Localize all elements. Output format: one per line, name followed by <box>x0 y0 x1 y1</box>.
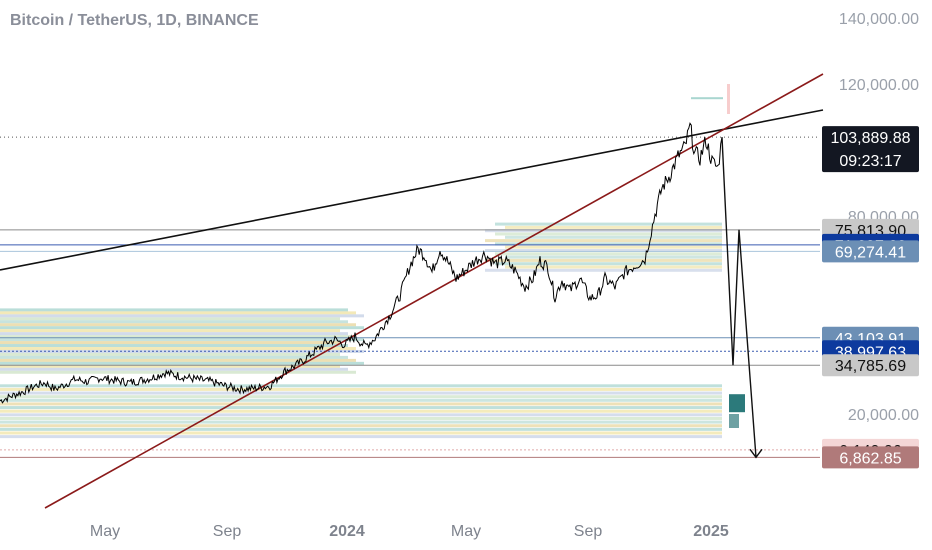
zone-band <box>0 395 722 399</box>
level-tag-bg <box>822 240 919 263</box>
zone-band <box>0 413 722 417</box>
zone-band <box>0 323 356 327</box>
zone-band <box>0 326 364 330</box>
last-price-tag-label: 103,889.88 <box>830 130 910 147</box>
zone-band <box>485 249 722 252</box>
level-tag-label: 6,862.85 <box>839 450 901 467</box>
zone-band <box>485 268 722 272</box>
resistance-trendline <box>0 109 824 271</box>
zone-band <box>0 352 340 356</box>
zone-band <box>0 416 722 420</box>
zone-block <box>729 414 739 428</box>
zone-band <box>0 391 722 395</box>
zone-band <box>0 387 722 391</box>
price-tags: 103,889.8809:23:1775,813.9071,237.6269,2… <box>822 126 919 469</box>
zone-band <box>0 435 722 439</box>
zone-band <box>485 239 722 243</box>
zone-band <box>0 317 340 321</box>
trendlines <box>0 73 824 509</box>
last-price-tag-bg <box>822 126 919 173</box>
zone-band <box>691 97 723 100</box>
zone-band <box>505 255 722 259</box>
x-tick-label: 2025 <box>693 523 729 540</box>
zone-band <box>0 406 722 410</box>
zone-band <box>0 424 722 428</box>
countdown-label: 09:23:17 <box>839 153 901 170</box>
zone-band <box>495 262 722 266</box>
zone-band <box>0 364 340 368</box>
x-tick-label: May <box>90 523 120 540</box>
x-tick-label: 2024 <box>329 523 365 540</box>
y-tick-label: 120,000.00 <box>839 77 919 94</box>
zone-band <box>0 431 722 435</box>
zone-band <box>0 314 364 318</box>
zone-band <box>0 338 364 342</box>
zone-band <box>0 367 348 371</box>
zone-band <box>0 409 722 413</box>
zone-band <box>727 84 730 114</box>
zone-band <box>505 235 722 239</box>
zone-block <box>729 394 745 413</box>
projection-path <box>721 137 763 459</box>
x-tick-label: Sep <box>213 523 242 540</box>
zone-band <box>0 311 356 315</box>
x-axis: May Sep 2024 May Sep 2025 <box>90 523 729 540</box>
zone-band <box>0 329 340 333</box>
price-line <box>0 122 723 404</box>
zone-band <box>505 245 722 249</box>
zone-band <box>495 242 722 246</box>
level-tag-label: 34,785.69 <box>835 358 906 375</box>
projection-arrowhead <box>749 448 763 459</box>
zone-band <box>0 420 722 424</box>
y-tick-label: 140,000.00 <box>839 11 919 28</box>
zone-band <box>0 384 722 388</box>
zone-band <box>0 358 356 362</box>
zone-band <box>505 265 722 269</box>
x-tick-label: Sep <box>574 523 603 540</box>
y-tick-label: 20,000.00 <box>848 407 919 424</box>
zone-band <box>0 355 348 359</box>
zone-band <box>485 229 722 233</box>
zone-band <box>0 341 340 345</box>
support-trendline <box>44 73 824 509</box>
chart-title: Bitcoin / TetherUS, 1D, BINANCE <box>10 12 259 29</box>
zone-band <box>0 320 348 324</box>
zone-band <box>0 347 356 351</box>
zone-band <box>495 232 722 236</box>
horizontal-levels <box>0 136 820 458</box>
level-tag-label: 69,274.41 <box>835 244 906 261</box>
projection-line <box>721 137 757 458</box>
zone-band <box>0 308 348 312</box>
zone-band <box>0 427 722 431</box>
level-tag-bg <box>822 354 919 377</box>
zone-band <box>0 361 364 365</box>
price-series <box>0 122 723 404</box>
x-tick-label: May <box>451 523 481 540</box>
zone-band <box>495 252 722 256</box>
zone-band <box>0 402 722 406</box>
level-tag-bg <box>822 446 919 469</box>
zone-band <box>0 335 356 339</box>
zone-band <box>0 344 348 348</box>
zone-band <box>495 222 722 226</box>
zone-band <box>0 398 722 402</box>
zone-band <box>505 225 722 229</box>
zone-band <box>0 332 348 336</box>
zone-band <box>485 258 722 262</box>
